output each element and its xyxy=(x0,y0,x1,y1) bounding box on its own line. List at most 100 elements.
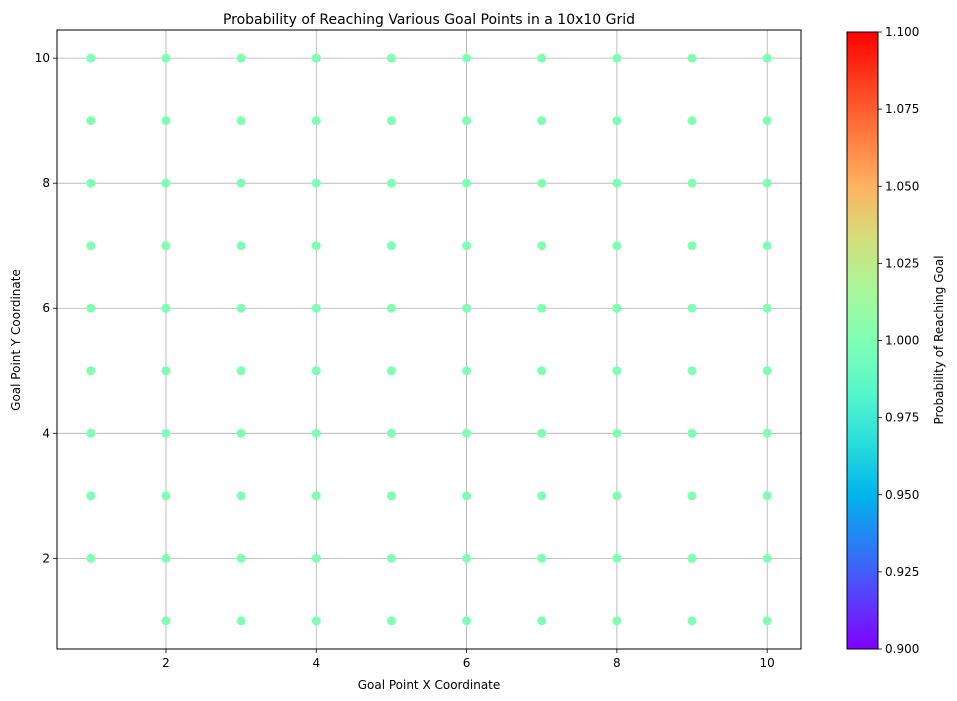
data-point xyxy=(161,53,171,63)
scatter-points xyxy=(86,53,772,626)
data-point xyxy=(86,53,96,63)
data-point xyxy=(537,116,547,126)
data-point xyxy=(311,491,321,501)
data-point xyxy=(86,241,96,251)
x-tick-label: 4 xyxy=(312,656,320,670)
colorbar-label: Probability of Reaching Goal xyxy=(932,255,946,424)
data-point xyxy=(386,366,396,376)
data-point xyxy=(462,241,472,251)
data-point xyxy=(687,116,697,126)
data-point xyxy=(762,241,772,251)
x-tick-label: 8 xyxy=(613,656,621,670)
data-point xyxy=(687,53,697,63)
data-point xyxy=(386,241,396,251)
data-point xyxy=(762,303,772,313)
y-tick-label: 10 xyxy=(35,51,50,65)
data-point xyxy=(462,178,472,188)
data-point xyxy=(612,553,622,563)
data-point xyxy=(161,241,171,251)
data-point xyxy=(386,178,396,188)
data-point xyxy=(161,303,171,313)
y-tick-label: 4 xyxy=(42,426,50,440)
data-point xyxy=(612,116,622,126)
colorbar-tick-label: 1.025 xyxy=(885,256,919,270)
data-point xyxy=(236,178,246,188)
data-point xyxy=(612,616,622,626)
data-point xyxy=(236,241,246,251)
data-point xyxy=(612,53,622,63)
data-point xyxy=(236,53,246,63)
data-point xyxy=(236,553,246,563)
data-point xyxy=(86,366,96,376)
data-point xyxy=(762,491,772,501)
data-point xyxy=(236,616,246,626)
x-tick-label: 6 xyxy=(463,656,471,670)
y-axis-ticks: 2 4 6 8 10 xyxy=(35,51,57,565)
data-point xyxy=(687,303,697,313)
colorbar xyxy=(846,31,879,650)
data-point xyxy=(311,116,321,126)
data-point xyxy=(311,616,321,626)
data-point xyxy=(161,428,171,438)
data-point xyxy=(311,428,321,438)
data-point xyxy=(161,553,171,563)
colorbar-tick-label: 1.100 xyxy=(885,25,919,39)
data-point xyxy=(236,491,246,501)
data-point xyxy=(462,491,472,501)
data-point xyxy=(311,303,321,313)
chart-title: Probability of Reaching Various Goal Poi… xyxy=(223,12,635,28)
y-tick-label: 8 xyxy=(42,176,50,190)
data-point xyxy=(537,366,547,376)
colorbar-tick-label: 1.050 xyxy=(885,179,919,193)
data-point xyxy=(386,553,396,563)
data-point xyxy=(612,241,622,251)
data-point xyxy=(762,616,772,626)
colorbar-tick-label: 0.900 xyxy=(885,642,919,656)
data-point xyxy=(161,366,171,376)
data-point xyxy=(386,116,396,126)
y-axis-label: Goal Point Y Coordinate xyxy=(9,269,23,411)
data-point xyxy=(462,53,472,63)
data-point xyxy=(311,553,321,563)
x-tick-label: 10 xyxy=(760,656,775,670)
data-point xyxy=(236,366,246,376)
data-point xyxy=(537,491,547,501)
x-axis-ticks: 2 4 6 8 10 xyxy=(162,649,775,670)
data-point xyxy=(386,491,396,501)
plot-area-frame xyxy=(56,29,802,650)
data-point xyxy=(161,178,171,188)
data-point xyxy=(86,491,96,501)
data-point xyxy=(687,241,697,251)
data-point xyxy=(612,491,622,501)
data-point xyxy=(386,53,396,63)
data-point xyxy=(86,428,96,438)
data-point xyxy=(537,53,547,63)
colorbar-tick-label: 1.075 xyxy=(885,102,919,116)
colorbar-tick-label: 0.925 xyxy=(885,565,919,579)
data-point xyxy=(311,178,321,188)
data-point xyxy=(311,366,321,376)
data-point xyxy=(386,428,396,438)
x-tick-label: 2 xyxy=(162,656,170,670)
colorbar-tick-label: 0.975 xyxy=(885,411,919,425)
data-point xyxy=(537,428,547,438)
data-point xyxy=(612,303,622,313)
data-point xyxy=(462,366,472,376)
data-point xyxy=(86,553,96,563)
data-point xyxy=(462,303,472,313)
data-point xyxy=(762,428,772,438)
data-point xyxy=(86,303,96,313)
data-point xyxy=(462,616,472,626)
data-point xyxy=(537,178,547,188)
data-point xyxy=(311,241,321,251)
colorbar-tick-label: 0.950 xyxy=(885,488,919,502)
data-point xyxy=(762,366,772,376)
data-point xyxy=(462,553,472,563)
data-point xyxy=(161,491,171,501)
data-point xyxy=(462,428,472,438)
data-point xyxy=(161,116,171,126)
data-point xyxy=(537,303,547,313)
data-point xyxy=(462,116,472,126)
data-point xyxy=(687,428,697,438)
data-point xyxy=(236,116,246,126)
